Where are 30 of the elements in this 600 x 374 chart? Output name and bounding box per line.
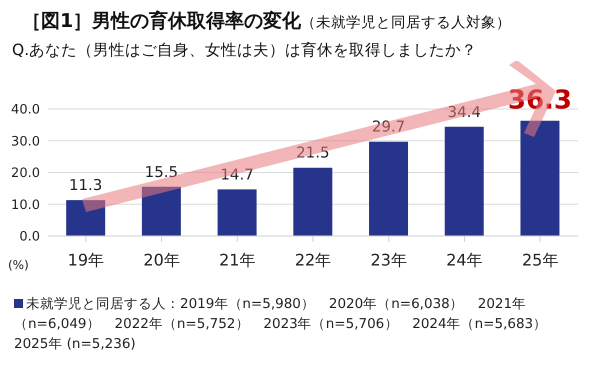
x-tick-label: 22年 bbox=[294, 250, 332, 270]
chart-subtitle: （未就学児と同居する人対象） bbox=[301, 15, 512, 31]
x-tick-label: 20年 bbox=[143, 250, 180, 270]
bar bbox=[142, 186, 181, 236]
bar bbox=[218, 189, 257, 236]
y-tick-label: 10.0 bbox=[11, 198, 40, 213]
x-tick-label: 24年 bbox=[446, 250, 483, 270]
chart-title: ［図1］男性の育休取得率の変化 bbox=[22, 10, 302, 32]
y-tick-label: 0.0 bbox=[19, 230, 40, 245]
x-tick-label: 19年 bbox=[68, 250, 104, 270]
data-label: 34.4 bbox=[448, 102, 481, 121]
y-tick-label: 30.0 bbox=[11, 134, 40, 150]
x-tick-label: 23年 bbox=[370, 250, 407, 270]
data-label: 14.7 bbox=[220, 165, 254, 184]
x-tick-label: 25年 bbox=[522, 250, 558, 270]
data-label: 29.7 bbox=[372, 118, 406, 136]
bar bbox=[293, 168, 332, 236]
legend-label: 未就学児と同居する人：2019年（n=5,980） 2020年（n=6,038） 2021年（n=6,049） 2022年（n=5,752） 2023年（n=5,706） 2024年（n=5,683） 2025年 (n=5,236) bbox=[14, 296, 548, 352]
y-tick-label: 40.0 bbox=[11, 102, 40, 118]
y-tick-label: 20.0 bbox=[11, 166, 40, 182]
bar bbox=[369, 142, 408, 236]
text: Q.あなた（男性はご自身、女性は夫）は育休を取得しましたか？ bbox=[11, 40, 478, 61]
bar bbox=[444, 126, 484, 236]
y-axis-title: (%) bbox=[8, 258, 29, 272]
data-label: 36.3 bbox=[508, 86, 572, 116]
x-tick-label: 21年 bbox=[219, 250, 256, 270]
data-label: 15.5 bbox=[144, 162, 178, 181]
bar bbox=[520, 120, 560, 236]
data-label: 11.3 bbox=[68, 176, 102, 194]
bar bbox=[66, 200, 106, 236]
